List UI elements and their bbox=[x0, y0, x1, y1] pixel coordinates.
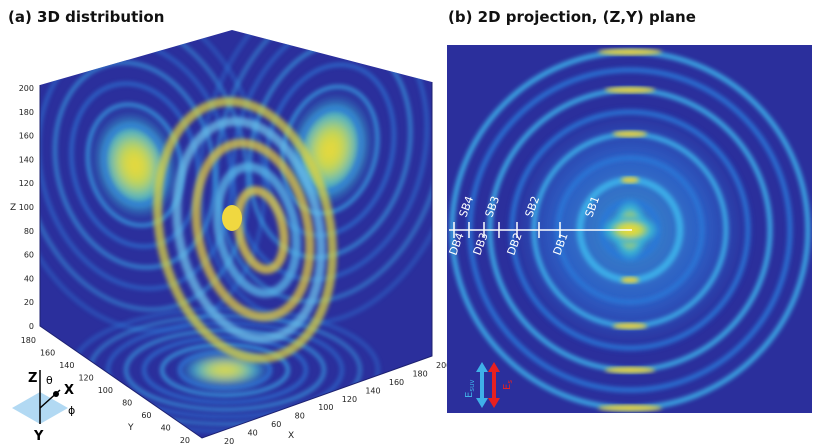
ring bbox=[124, 328, 326, 412]
bright-arc bbox=[597, 405, 663, 411]
tick-label: 140 bbox=[19, 155, 34, 164]
core bbox=[222, 205, 242, 231]
shell-ring bbox=[153, 97, 337, 363]
tick-label: 20 bbox=[24, 298, 34, 307]
bright-arc bbox=[612, 323, 648, 329]
tick-label: 120 bbox=[78, 374, 93, 383]
arrow-head bbox=[488, 398, 500, 408]
point bbox=[53, 391, 59, 397]
ring bbox=[142, 335, 308, 405]
tick-label: 100 bbox=[318, 403, 333, 412]
axis-title: X bbox=[288, 431, 294, 441]
bright-arc bbox=[612, 131, 648, 137]
field-subscript: s bbox=[506, 380, 514, 384]
tick-label: 180 bbox=[19, 108, 34, 117]
bright-arc bbox=[604, 87, 656, 93]
shell-ring bbox=[213, 162, 301, 298]
bright-arc bbox=[621, 177, 639, 183]
axis-label: Y bbox=[33, 429, 44, 444]
tick-label: 0 bbox=[29, 322, 34, 331]
tick-label: 40 bbox=[161, 424, 171, 433]
shell-ring bbox=[191, 138, 315, 322]
tick-label: 200 bbox=[436, 361, 451, 370]
panel-title: (b) 2D projection, (Z,Y) plane bbox=[448, 8, 696, 26]
ring bbox=[85, 102, 185, 228]
tick-label: 60 bbox=[271, 420, 281, 429]
tick-label: 40 bbox=[248, 429, 258, 438]
tick-label: 80 bbox=[24, 227, 34, 236]
tick-label: 60 bbox=[141, 411, 151, 420]
axis-label: X bbox=[64, 383, 74, 398]
arrow-head bbox=[476, 398, 488, 408]
tick-label: 80 bbox=[122, 399, 132, 408]
tick-label: 20 bbox=[180, 436, 190, 445]
bright-arc bbox=[604, 367, 656, 373]
axis-title: Z bbox=[10, 203, 16, 213]
tick-label: 160 bbox=[19, 132, 34, 141]
tick-label: 180 bbox=[412, 369, 427, 378]
cube-edge bbox=[39, 82, 433, 439]
arrow-head bbox=[488, 362, 500, 372]
angle-label: ϕ bbox=[68, 404, 75, 417]
tick-label: 140 bbox=[59, 361, 74, 370]
tick-label: 120 bbox=[342, 395, 357, 404]
tick-label: 20 bbox=[224, 437, 234, 446]
tick-label: 100 bbox=[19, 203, 34, 212]
arrow-head bbox=[476, 362, 488, 372]
field-symbol: E bbox=[502, 384, 513, 390]
tick-label: 120 bbox=[19, 179, 34, 188]
ring bbox=[40, 30, 250, 312]
tick-label: 160 bbox=[40, 349, 55, 358]
angle-label: θ bbox=[46, 374, 53, 387]
tick-label: 200 bbox=[19, 84, 34, 93]
projections bbox=[40, 30, 432, 434]
polarization-arrows: Esuv Es bbox=[464, 362, 514, 408]
axis-title: Y bbox=[127, 423, 134, 433]
shell-ring bbox=[172, 116, 326, 344]
axis-label: Z bbox=[28, 371, 37, 386]
field-label: Esuv bbox=[464, 379, 476, 398]
bright-arc bbox=[597, 49, 663, 55]
tick-label: 160 bbox=[389, 378, 404, 387]
tick-label: 180 bbox=[21, 336, 36, 345]
cube-3d bbox=[39, 30, 433, 439]
panel-title: (a) 3D distribution bbox=[8, 8, 164, 26]
axes-3d: 0 20 40 60 80 100 120 140 160 180 200 180 160 140 120 1… bbox=[10, 84, 451, 446]
shell-ring bbox=[233, 186, 289, 274]
tick-label: 100 bbox=[98, 386, 113, 395]
tick-label: 140 bbox=[365, 386, 380, 395]
tick-label: 80 bbox=[295, 412, 305, 421]
tick-label: 60 bbox=[24, 251, 34, 260]
field-label: Es bbox=[502, 380, 514, 390]
tick-label: 40 bbox=[24, 274, 34, 283]
orientation-icon: Z X Y θ ϕ bbox=[12, 370, 75, 444]
bright-arc bbox=[621, 277, 639, 283]
field-symbol: E bbox=[464, 392, 475, 398]
field-subscript: suv bbox=[468, 379, 476, 391]
